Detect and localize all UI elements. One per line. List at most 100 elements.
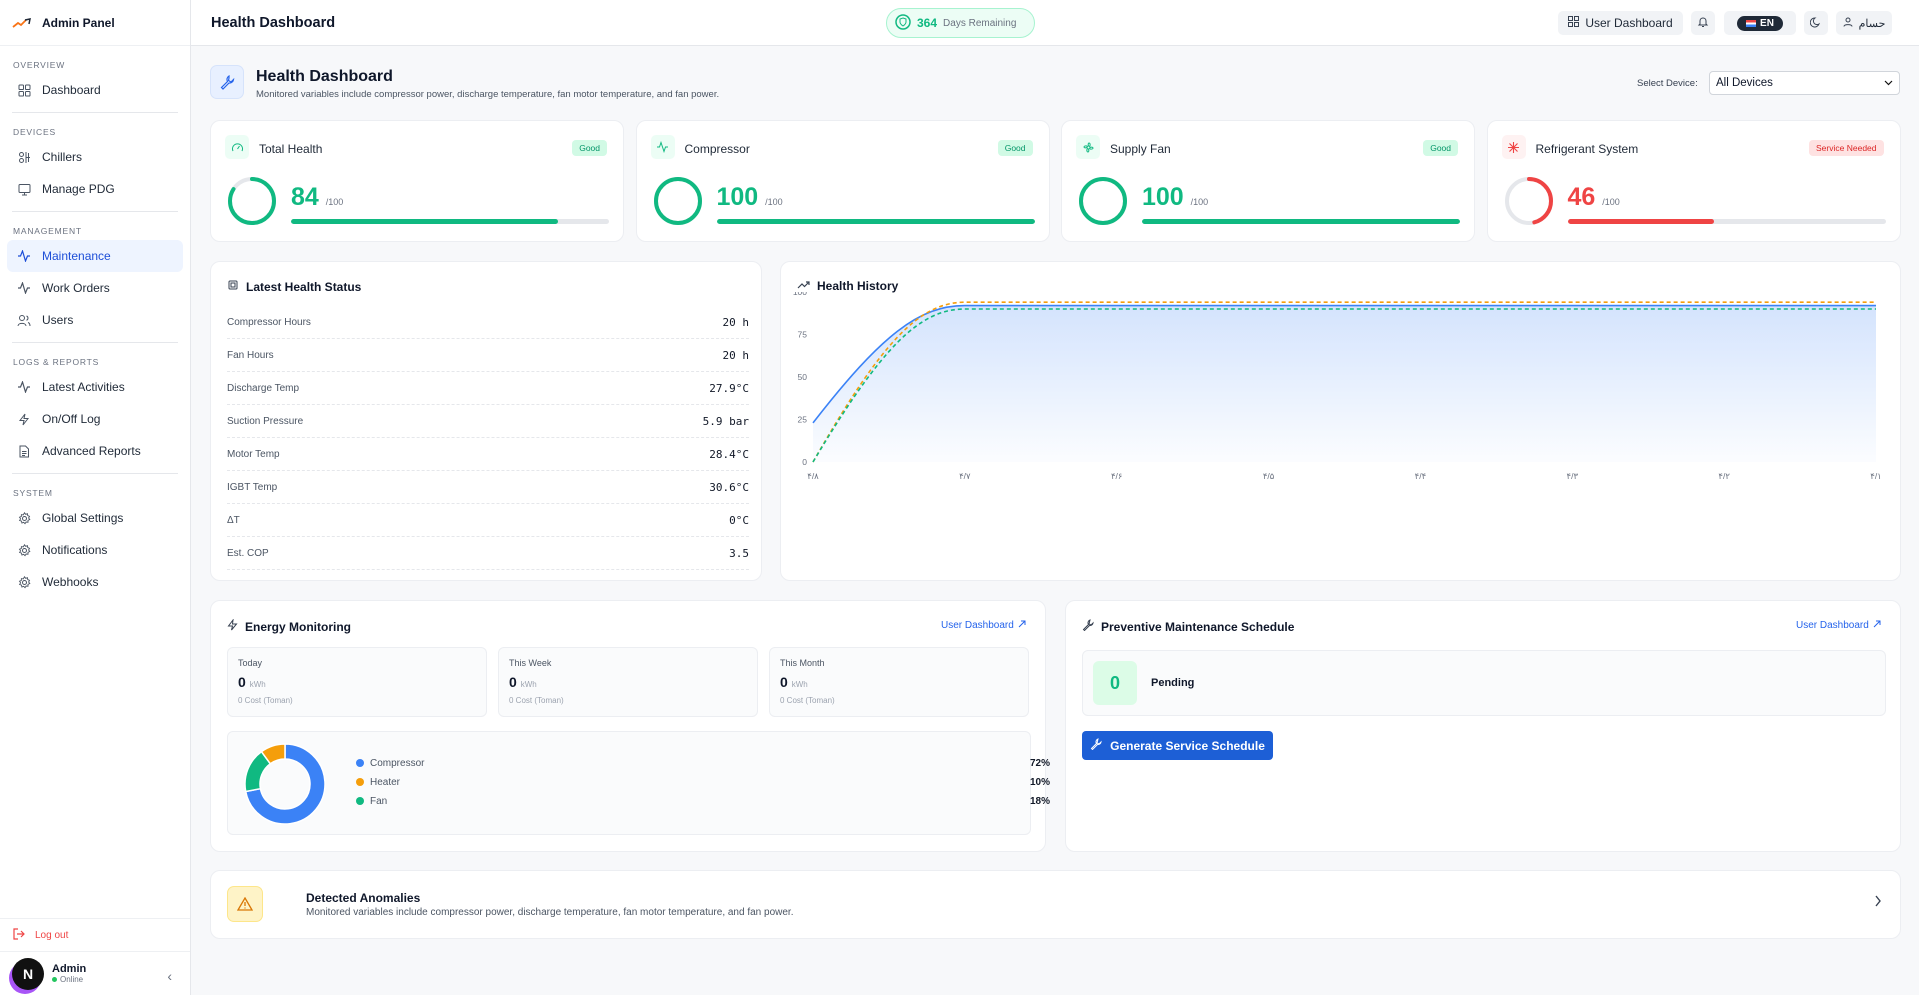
sidebar-item-dashboard[interactable]: Dashboard (7, 74, 183, 106)
activity-icon (16, 280, 32, 296)
bell-button[interactable] (1691, 11, 1715, 35)
sidebar-item-on-off-log[interactable]: On/Off Log (7, 403, 183, 435)
logout-button[interactable]: Log out (0, 918, 190, 952)
health-card-supply-fan: Supply Fan Good 100 /100 (1061, 120, 1475, 242)
sidebar-item-webhooks[interactable]: Webhooks (7, 566, 183, 598)
status-value: 28.4°C (709, 447, 749, 461)
maintenance-user-dashboard-link[interactable]: User Dashboard (1796, 620, 1881, 631)
bolt-icon (227, 618, 238, 634)
sidebar-item-label: Dashboard (42, 83, 101, 97)
energy-unit: kWh (249, 680, 266, 689)
health-progress-fill (291, 219, 559, 224)
detected-anomalies-card[interactable]: Detected Anomalies Monitored variables i… (210, 870, 1901, 939)
legend-category: Fan (370, 796, 388, 807)
x-tick-label: ۴/۱ (1870, 471, 1882, 481)
health-history-label: Health History (817, 279, 899, 293)
status-row: Compressor Hours 20 h (227, 306, 749, 339)
user-menu-button[interactable]: حسام (1836, 11, 1892, 35)
snowflake-icon (1501, 135, 1526, 159)
sidebar-item-notifications[interactable]: Notifications (7, 534, 183, 566)
user-dashboard-label: User Dashboard (1585, 16, 1673, 30)
status-label: IGBT Temp (227, 481, 278, 493)
users-icon (16, 312, 32, 328)
wrench-icon (1082, 619, 1094, 634)
sidebar-item-label: Advanced Reports (42, 444, 141, 458)
status-row: Discharge Temp 27.9°C (227, 372, 749, 405)
activity-icon (650, 135, 675, 159)
language-toggle[interactable]: EN (1737, 15, 1783, 31)
file-icon (16, 443, 32, 459)
status-badge: Good (572, 140, 607, 156)
sidebar-item-work-orders[interactable]: Work Orders (7, 272, 183, 304)
health-score-max: /100 (325, 197, 344, 207)
sidebar-item-maintenance[interactable]: Maintenance (7, 240, 183, 272)
energy-user-dashboard-link[interactable]: User Dashboard (941, 620, 1026, 631)
sidebar-divider (12, 211, 178, 212)
status-label: ΔT (227, 514, 240, 526)
health-history-title: Health History (797, 279, 898, 293)
maintenance-label: Preventive Maintenance Schedule (1101, 619, 1295, 634)
flag-icon (1746, 19, 1757, 27)
language-switch[interactable]: EN (1724, 11, 1796, 35)
status-label: Compressor Hours (227, 316, 311, 328)
sidebar-section-title: LOGS & REPORTS (13, 357, 100, 367)
sidebar-item-global-settings[interactable]: Global Settings (7, 502, 183, 534)
legend-item: Compressor 72% (356, 758, 1050, 769)
energy-period-label: This Week (509, 658, 552, 668)
legend-percent: 10% (1029, 777, 1050, 788)
chevron-left-icon[interactable]: ‹ (167, 968, 172, 984)
device-select[interactable]: All Devices (1709, 71, 1900, 95)
x-tick-label: ۴/۳ (1567, 471, 1579, 481)
anomalies-title: Detected Anomalies (306, 891, 421, 905)
health-score-value: 100 (1142, 183, 1184, 211)
energy-period-label: Today (238, 658, 263, 668)
days-count: 364 (917, 16, 938, 30)
grid-icon (16, 82, 32, 98)
generate-service-schedule-button[interactable]: Generate Service Schedule (1082, 731, 1273, 760)
sidebar-divider (12, 473, 178, 474)
legend-category: Heater (370, 777, 401, 788)
health-progress-fill (1567, 219, 1714, 224)
grid-icon (1568, 16, 1580, 30)
username-label: حسام (1858, 17, 1886, 30)
chevron-right-icon[interactable] (1874, 895, 1882, 910)
app-title: Admin Panel (42, 15, 115, 30)
health-card-total-health: Total Health Good 84 /100 (210, 120, 624, 242)
sidebar-item-users[interactable]: Users (7, 304, 183, 336)
x-tick-label: ۴/۴ (1415, 471, 1427, 481)
sidebar-item-advanced-reports[interactable]: Advanced Reports (7, 435, 183, 467)
sidebar-divider (12, 112, 178, 113)
health-score-value: 100 (716, 183, 759, 211)
sidebar-item-latest-activities[interactable]: Latest Activities (7, 371, 183, 403)
sidebar-divider (12, 342, 178, 343)
theme-toggle-button[interactable] (1804, 11, 1828, 35)
energy-period-label: This Month (780, 658, 825, 668)
x-tick-label: ۴/۲ (1718, 471, 1730, 481)
health-card-refrigerant-system: Refrigerant System Service Needed 46 /10… (1486, 120, 1901, 242)
avatar: N (12, 957, 44, 990)
energy-box-this-week: This Week 0 kWh 0 Cost (Toman) (498, 647, 758, 717)
legend-percent: 72% (1029, 758, 1050, 769)
health-card-title: Supply Fan (1110, 142, 1171, 156)
app-logo-icon (12, 17, 34, 29)
sidebar-item-manage-pdg[interactable]: Manage PDG (7, 173, 183, 205)
sidebar-item-label: Notifications (42, 543, 108, 557)
energy-monitoring-label: Energy Monitoring (245, 619, 351, 634)
user-profile[interactable]: N Admin Online ‹ (0, 951, 190, 995)
energy-value: 0 kWh (509, 674, 537, 690)
legend-dot-icon (356, 778, 364, 787)
status-label: Est. COP (227, 547, 269, 559)
status-badge: Service Needed (1809, 140, 1884, 156)
latest-health-status-card: Latest Health Status Compressor Hours 20 … (210, 261, 762, 581)
energy-value-number: 0 (780, 674, 788, 690)
health-score: 84 /100 (291, 183, 343, 212)
health-card-title: Compressor (684, 142, 750, 156)
legend-label: Fan (356, 796, 387, 807)
status-label: Motor Temp (227, 448, 280, 460)
health-history-chart: 0 25 50 75 100 ۴/۸ ۴/۷ ۴/۶ ۴/۵ ۴/۴ ۴/۳ ۴/۲ ۴/۱ (793, 292, 1882, 481)
health-progress-bar (291, 219, 609, 224)
gauge-icon (225, 135, 249, 159)
sidebar-item-chillers[interactable]: Chillers (7, 141, 183, 173)
user-dashboard-button[interactable]: User Dashboard (1558, 11, 1683, 35)
dashboard-subtitle: Monitored variables include compressor p… (256, 89, 720, 100)
